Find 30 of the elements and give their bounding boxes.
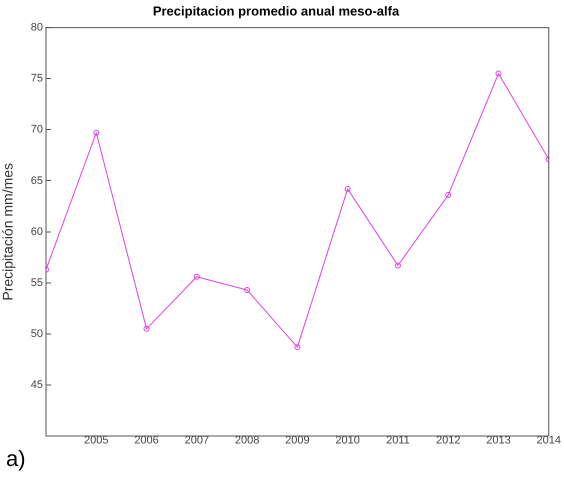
point: [294, 344, 300, 350]
x-tick-label: 2007: [184, 434, 210, 447]
y-tick-label: 50: [30, 328, 43, 340]
x-tick-label: 2009: [285, 434, 310, 447]
y-tick-label: 45: [30, 378, 43, 391]
y-tick-label: 80: [30, 22, 43, 34]
x-tick-label: 2010: [335, 434, 360, 447]
point: [194, 274, 200, 280]
x-tick-label: 2014: [536, 434, 562, 447]
chart-title: Precipitacion promedio anual meso-alfa: [152, 3, 400, 18]
x-tick-label: 2008: [234, 434, 260, 447]
x-tick-label: 2006: [134, 434, 159, 447]
point: [344, 186, 351, 192]
point: [394, 262, 401, 268]
y-tick-label: 75: [30, 72, 43, 85]
point: [495, 70, 502, 77]
y-tick-label: 70: [30, 124, 43, 136]
x-tick-label: 2012: [436, 434, 460, 447]
y-axis-title: Precipitación mm/mes: [0, 162, 16, 301]
x-tick-label: 2013: [486, 434, 511, 447]
text: a): [6, 446, 26, 472]
point: [445, 192, 452, 198]
x-tick-label: 2005: [84, 434, 109, 447]
point: [144, 326, 150, 332]
y-tick-label: 65: [30, 174, 43, 187]
point: [244, 286, 250, 293]
x-tick-label: 2011: [386, 434, 410, 447]
point: [93, 130, 100, 136]
y-tick-label: 60: [30, 226, 43, 238]
y-tick-label: 55: [30, 276, 43, 289]
